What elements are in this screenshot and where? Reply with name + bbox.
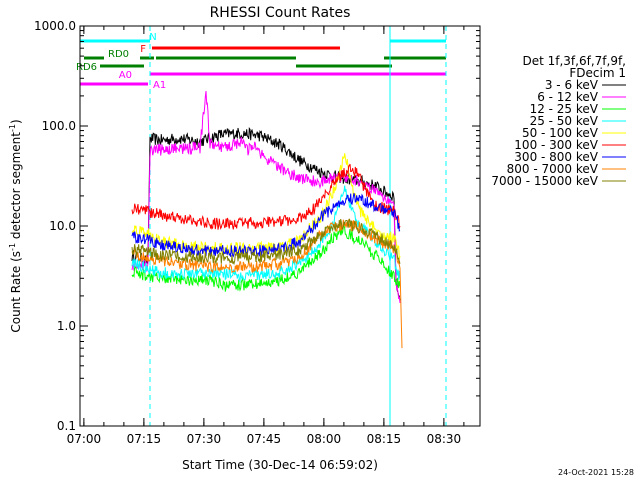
y-tick-label: 0.1 [57, 419, 76, 433]
series-line [131, 127, 401, 301]
legend-entry-label: 25 - 50 keV [530, 114, 599, 128]
legend-entry-label: 800 - 7000 keV [507, 162, 599, 176]
chart-title: RHESSI Count Rates [210, 5, 351, 21]
plot-frame [79, 25, 481, 427]
series-line [131, 185, 401, 284]
y-axis-label-end: ) [9, 119, 23, 124]
footer-date: 24-Oct-2021 15:28 [558, 468, 634, 477]
series-line [131, 219, 403, 349]
legend-entry-label: 3 - 6 keV [545, 78, 599, 92]
y-tick-label: 1.0 [57, 319, 76, 333]
x-tick-label: 07:00 [67, 432, 102, 446]
series-line [131, 224, 401, 292]
series-line [131, 163, 401, 230]
x-tick-label: 08:00 [307, 432, 342, 446]
legend-entry-label: 50 - 100 keV [522, 126, 599, 140]
x-tick-label: 08:30 [427, 432, 462, 446]
legend-header: FDecim 1 [569, 66, 626, 80]
legend-entry-label: 12 - 25 keV [530, 102, 599, 116]
y-tick-label: 100.0 [42, 119, 76, 133]
x-tick-label: 07:45 [247, 432, 282, 446]
x-tick-label: 07:30 [187, 432, 222, 446]
flag-bar-label: RD6 [76, 62, 97, 73]
series-line [131, 218, 401, 266]
flag-bar-label: RD0 [108, 49, 129, 60]
series-lines [131, 90, 403, 349]
x-tick-label: 08:15 [367, 432, 402, 446]
y-axis-label-sup: -1 [8, 243, 17, 251]
series-line [131, 90, 401, 304]
flag-bar-label: F [140, 44, 146, 55]
y-tick-label: 1000.0 [34, 19, 76, 33]
x-axis-label: Start Time (30-Dec-14 06:59:02) [182, 458, 378, 472]
flag-bar-label: N [149, 32, 156, 43]
y-axis-label: Count Rate (s-1 detector segment-1) [8, 119, 23, 332]
series-line [131, 153, 401, 260]
flag-bar-label: A1 [153, 80, 166, 91]
y-tick-label: 10.0 [49, 219, 76, 233]
y-axis: 0.1 1.0 10.0 100.0 1000.0 [34, 19, 480, 433]
flag-bar-label: A0 [119, 70, 132, 81]
flag-bars: NF RD0 RD6 A0 A1 [76, 32, 446, 91]
x-tick-label: 07:15 [127, 432, 162, 446]
y-axis-label-sup2: -1 [8, 124, 17, 132]
legend-entry-label: 7000 - 15000 keV [491, 174, 598, 188]
legend-entry-label: 100 - 300 keV [514, 138, 598, 152]
y-axis-label-text: Count Rate (s [9, 251, 23, 333]
y-axis-label-mid: detector segment [9, 132, 23, 243]
x-axis: 07:00 07:15 07:30 07:45 08:00 08:15 08:30 [67, 26, 465, 446]
legend-entry-label: 300 - 800 keV [514, 150, 598, 164]
vertical-markers [149, 26, 447, 426]
legend-header: Det 1f,3f,6f,7f,9f, [522, 54, 626, 68]
legend-entry-label: 6 - 12 keV [537, 90, 599, 104]
